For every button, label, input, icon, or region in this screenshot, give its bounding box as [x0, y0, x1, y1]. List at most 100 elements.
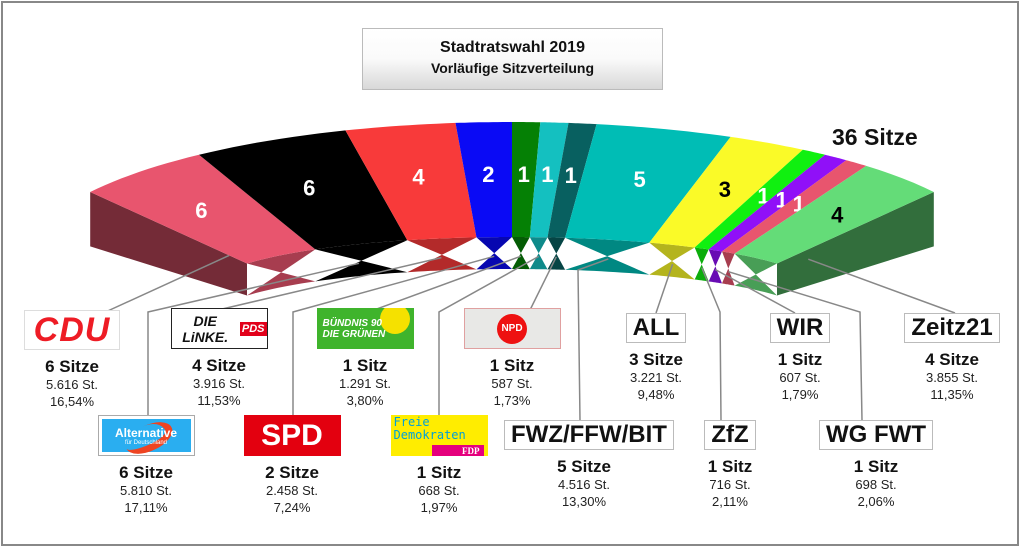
arc-segment-10: [708, 154, 847, 252]
seat-count-label: 3: [719, 177, 731, 202]
leader-line: [728, 270, 863, 421]
percent-label: 13,30%: [561, 494, 607, 509]
seats-label: 3 Sitze: [629, 350, 683, 369]
arc-wall-segment: [722, 251, 735, 286]
seat-count-label: 1: [757, 183, 769, 208]
fwz-logo: FWZ/FFW/BIT: [504, 420, 674, 450]
all-logo: ALL: [625, 313, 687, 343]
arc-segment-9: [694, 149, 825, 250]
leader-line: [438, 255, 540, 420]
percent-label: 11,53%: [197, 393, 241, 408]
party-linke: DIE LiNKE. PDS 4 Sitze 3.916 St. 11,53%: [139, 308, 299, 409]
fdp-logo: Freie Demokraten FDP: [390, 415, 488, 456]
leader-line: [577, 258, 609, 421]
arc-wall-segment: [476, 237, 512, 270]
percent-label: 16,54%: [49, 394, 95, 409]
seat-count-label: 1: [541, 162, 553, 187]
votes-label: 4.516 St.: [557, 477, 611, 492]
arc-segment-12: [734, 165, 934, 264]
party-fwz: FWZ/FFW/BIT 5 Sitze 4.516 St. 13,30%: [504, 420, 674, 510]
party-fdp: Freie Demokraten FDP 1 Sitz 668 St. 1,97…: [359, 415, 519, 516]
percent-label: 17,11%: [124, 500, 168, 515]
votes-label: 607 St.: [779, 370, 821, 385]
percent-label: 9,48%: [637, 387, 675, 402]
arc-wall-segment: [512, 237, 530, 270]
party-zeitz21: Zeitz21 4 Sitze 3.855 St. 11,35%: [872, 313, 1024, 403]
arc-segment-2: [345, 122, 477, 241]
party-npd: NPD 1 Sitz 587 St. 1,73%: [432, 308, 592, 409]
gruene-logo: BÜNDNIS 90 DIE GRÜNEN: [316, 308, 414, 349]
arc-wall-segment: [529, 237, 548, 270]
leader-line: [87, 254, 230, 321]
seats-label: 6 Sitze: [119, 463, 173, 482]
seat-count-label: 4: [831, 202, 844, 227]
seat-count-label: 6: [195, 198, 207, 223]
party-cdu: CDU 6 Sitze 5.616 St. 16,54%: [0, 310, 152, 410]
votes-label: 716 St.: [709, 477, 751, 492]
seat-count-label: 1: [518, 162, 530, 187]
sunflower-icon: [379, 308, 410, 334]
party-afd: Alternative für Deutschland 6 Sitze 5.81…: [66, 415, 226, 516]
leader-line: [529, 256, 557, 311]
zeitz21-logo: Zeitz21: [904, 313, 1000, 343]
linke-logo: DIE LiNKE. PDS: [170, 308, 268, 349]
leader-line: [715, 268, 796, 314]
leader-line: [655, 263, 674, 314]
arc-left-end-cap: [90, 192, 247, 296]
seats-label: 1 Sitz: [853, 457, 899, 476]
party-spd: SPD 2 Sitze 2.458 St. 7,24%: [212, 415, 372, 516]
afd-logo: Alternative für Deutschland: [97, 415, 195, 456]
seats-label: 2 Sitze: [265, 463, 319, 482]
seats-label: 4 Sitze: [192, 356, 246, 375]
arc-segment-1: [199, 130, 408, 250]
zfz-logo: ZfZ: [704, 420, 756, 450]
arc-segment-7: [565, 124, 731, 243]
chart-title: Stadtratswahl 2019: [440, 39, 585, 56]
votes-label: 3.221 St.: [629, 370, 683, 385]
arc-wall-segment: [694, 247, 709, 282]
seats-label: 1 Sitz: [489, 356, 535, 375]
percent-label: 7,24%: [273, 500, 311, 515]
arc-wall-segment: [708, 249, 722, 284]
cdu-logo: CDU: [24, 310, 120, 350]
leader-line: [292, 255, 495, 420]
leader-line: [808, 258, 956, 314]
votes-label: 5.616 St.: [45, 377, 99, 392]
votes-label: 698 St.: [855, 477, 897, 492]
seats-label: 6 Sitze: [45, 357, 99, 376]
percent-label: 11,35%: [930, 387, 974, 402]
arc-segment-4: [512, 122, 541, 238]
arc-segment-11: [722, 160, 867, 254]
votes-label: 668 St.: [418, 483, 460, 498]
party-wgfwt: WG FWT 1 Sitz 698 St. 2,06%: [796, 420, 956, 510]
seats-label: 1 Sitz: [416, 463, 462, 482]
wgfwt-logo: WG FWT: [819, 420, 933, 450]
arc-wall-segment: [565, 237, 650, 275]
total-seats-label: 36 Sitze: [832, 124, 918, 150]
seat-count-label: 6: [303, 175, 315, 200]
title-box: Stadtratswahl 2019 Vorläufige Sitzvertei…: [362, 28, 663, 90]
npd-logo: NPD: [463, 308, 561, 349]
leader-line: [373, 255, 522, 311]
seats-label: 1 Sitz: [342, 356, 388, 375]
percent-label: 2,06%: [857, 494, 895, 509]
percent-label: 1,73%: [493, 393, 531, 408]
seats-label: 4 Sitze: [925, 350, 979, 369]
votes-label: 5.810 St.: [119, 483, 173, 498]
leader-line: [217, 256, 442, 311]
leader-line: [701, 267, 722, 421]
chart-subtitle: Vorläufige Sitzverteilung: [430, 60, 595, 76]
seat-count-label: 5: [633, 167, 645, 192]
arc-wall-segment: [247, 249, 316, 296]
arc-segment-8: [649, 136, 803, 248]
seat-count-label: 1: [565, 163, 577, 188]
arc-segment-3: [455, 122, 512, 238]
votes-label: 3.855 St.: [925, 370, 979, 385]
party-all: ALL 3 Sitze 3.221 St. 9,48%: [576, 313, 736, 403]
arc-segment-5: [529, 122, 569, 238]
arc-wall-segment: [547, 237, 566, 270]
arc-segment-6: [547, 122, 597, 238]
party-gruene: BÜNDNIS 90 DIE GRÜNEN 1 Sitz 1.291 St. 3…: [285, 308, 445, 409]
